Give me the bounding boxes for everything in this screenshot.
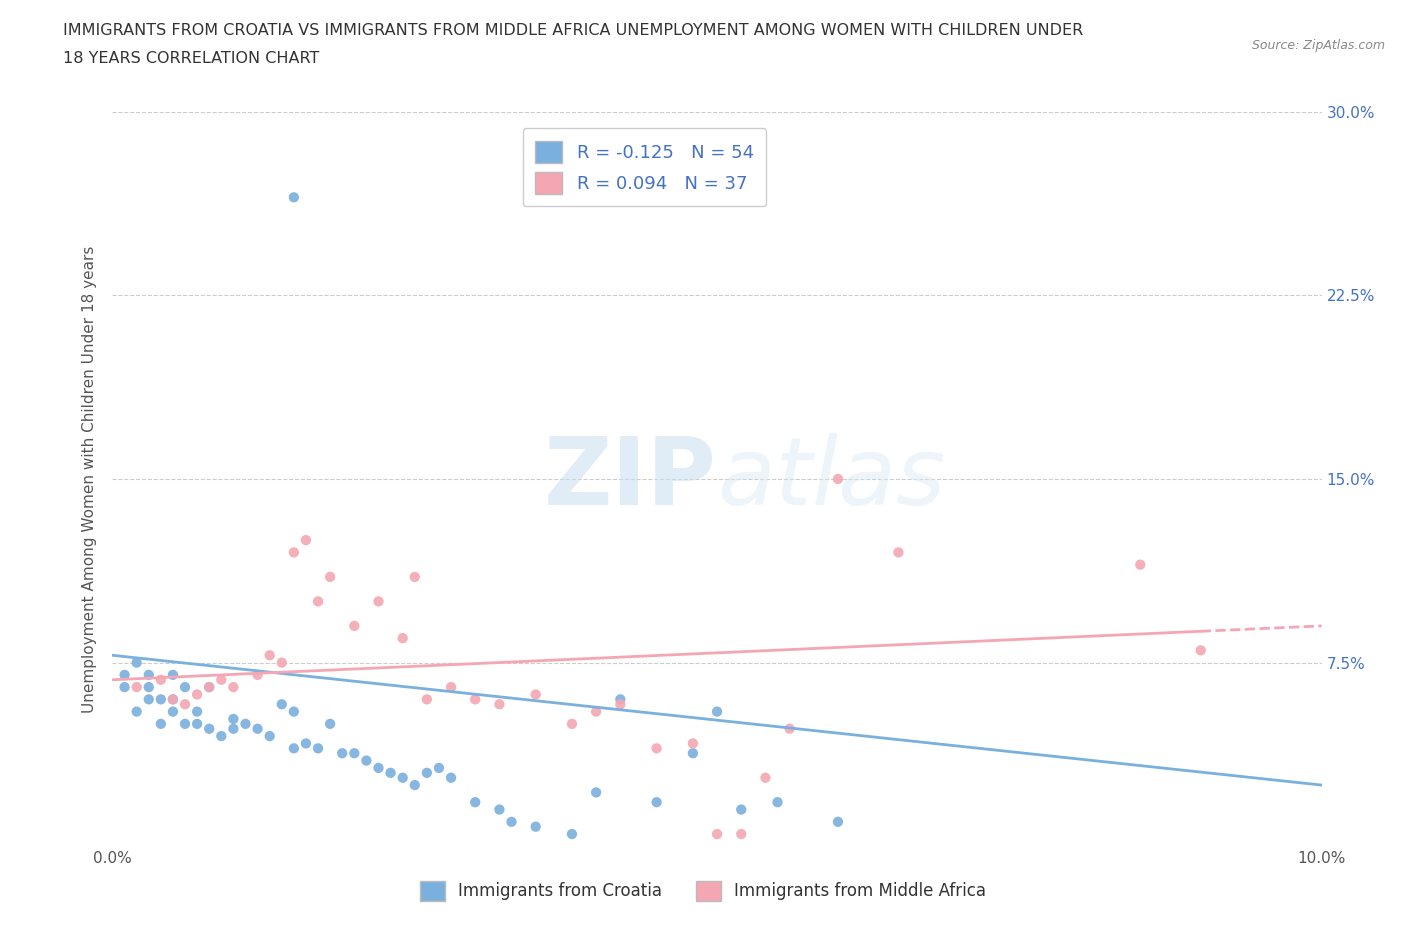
Point bbox=[235, 716, 257, 731]
Point bbox=[1129, 557, 1152, 572]
Point bbox=[706, 704, 728, 719]
Point bbox=[779, 722, 801, 737]
Point bbox=[356, 753, 378, 768]
Point bbox=[307, 741, 329, 756]
Point bbox=[585, 704, 607, 719]
Point bbox=[887, 545, 910, 560]
Point bbox=[585, 785, 607, 800]
Point bbox=[125, 656, 148, 671]
Point bbox=[209, 729, 232, 744]
Point bbox=[501, 815, 523, 830]
Point bbox=[270, 697, 292, 711]
Point bbox=[464, 692, 486, 707]
Point bbox=[609, 697, 631, 711]
Point bbox=[283, 190, 305, 205]
Point bbox=[609, 692, 631, 707]
Point bbox=[259, 648, 281, 663]
Point bbox=[222, 680, 245, 695]
Point bbox=[295, 533, 318, 548]
Point bbox=[367, 594, 389, 609]
Point bbox=[222, 711, 245, 726]
Text: ZIP: ZIP bbox=[544, 433, 717, 525]
Point bbox=[343, 618, 366, 633]
Point bbox=[138, 680, 160, 695]
Point bbox=[391, 631, 413, 645]
Point bbox=[114, 680, 136, 695]
Point bbox=[246, 722, 269, 737]
Point bbox=[186, 687, 208, 702]
Point bbox=[706, 827, 728, 842]
Point bbox=[125, 704, 148, 719]
Point bbox=[319, 716, 342, 731]
Point bbox=[524, 687, 547, 702]
Point bbox=[186, 716, 208, 731]
Point bbox=[149, 672, 172, 687]
Text: atlas: atlas bbox=[717, 433, 945, 525]
Point bbox=[222, 722, 245, 737]
Point bbox=[440, 770, 463, 785]
Point bbox=[283, 741, 305, 756]
Point bbox=[754, 770, 776, 785]
Point bbox=[416, 765, 439, 780]
Text: 18 YEARS CORRELATION CHART: 18 YEARS CORRELATION CHART bbox=[63, 51, 319, 66]
Point bbox=[488, 802, 510, 817]
Point bbox=[270, 656, 292, 671]
Point bbox=[1189, 643, 1212, 658]
Point bbox=[174, 716, 197, 731]
Point bbox=[766, 795, 789, 810]
Point bbox=[416, 692, 439, 707]
Point bbox=[561, 716, 583, 731]
Point bbox=[827, 472, 849, 486]
Point bbox=[524, 819, 547, 834]
Point bbox=[149, 716, 172, 731]
Point bbox=[295, 736, 318, 751]
Point bbox=[391, 770, 413, 785]
Text: Source: ZipAtlas.com: Source: ZipAtlas.com bbox=[1251, 39, 1385, 52]
Point bbox=[283, 704, 305, 719]
Point bbox=[283, 545, 305, 560]
Point bbox=[162, 692, 184, 707]
Point bbox=[343, 746, 366, 761]
Point bbox=[827, 815, 849, 830]
Point bbox=[427, 761, 450, 776]
Point bbox=[464, 795, 486, 810]
Point bbox=[682, 746, 704, 761]
Point bbox=[488, 697, 510, 711]
Point bbox=[730, 827, 752, 842]
Point bbox=[246, 668, 269, 683]
Point bbox=[174, 697, 197, 711]
Point bbox=[682, 736, 704, 751]
Point bbox=[404, 569, 426, 584]
Point bbox=[404, 777, 426, 792]
Point bbox=[125, 680, 148, 695]
Point bbox=[198, 680, 221, 695]
Point bbox=[174, 680, 197, 695]
Point bbox=[209, 672, 232, 687]
Point bbox=[645, 741, 668, 756]
Point bbox=[138, 668, 160, 683]
Legend: R = -0.125   N = 54, R = 0.094   N = 37: R = -0.125 N = 54, R = 0.094 N = 37 bbox=[523, 128, 766, 206]
Point bbox=[330, 746, 353, 761]
Point bbox=[440, 680, 463, 695]
Text: IMMIGRANTS FROM CROATIA VS IMMIGRANTS FROM MIDDLE AFRICA UNEMPLOYMENT AMONG WOME: IMMIGRANTS FROM CROATIA VS IMMIGRANTS FR… bbox=[63, 23, 1084, 38]
Point bbox=[198, 680, 221, 695]
Point bbox=[149, 692, 172, 707]
Y-axis label: Unemployment Among Women with Children Under 18 years: Unemployment Among Women with Children U… bbox=[82, 246, 97, 712]
Point bbox=[561, 827, 583, 842]
Point bbox=[162, 692, 184, 707]
Point bbox=[307, 594, 329, 609]
Point bbox=[162, 704, 184, 719]
Point bbox=[380, 765, 402, 780]
Point bbox=[367, 761, 389, 776]
Point bbox=[198, 722, 221, 737]
Legend: Immigrants from Croatia, Immigrants from Middle Africa: Immigrants from Croatia, Immigrants from… bbox=[413, 874, 993, 908]
Point bbox=[138, 692, 160, 707]
Point bbox=[730, 802, 752, 817]
Point bbox=[162, 668, 184, 683]
Point bbox=[186, 704, 208, 719]
Point bbox=[114, 668, 136, 683]
Point bbox=[645, 795, 668, 810]
Point bbox=[259, 729, 281, 744]
Point bbox=[319, 569, 342, 584]
